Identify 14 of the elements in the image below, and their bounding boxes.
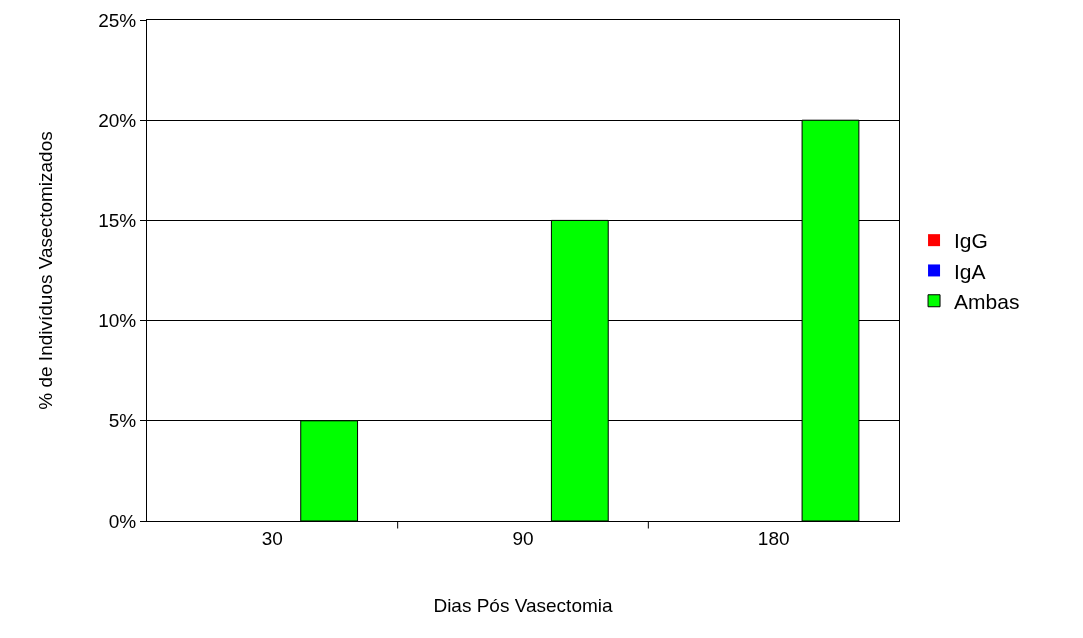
y-tick-label: 25%: [98, 9, 137, 31]
y-tick-label: 0%: [108, 510, 137, 532]
legend-label: IgA: [954, 259, 986, 283]
legend-label: IgG: [954, 229, 988, 253]
y-tick-label: 10%: [98, 310, 137, 332]
y-tick-label: 15%: [98, 210, 137, 232]
y-axis-title: % de Indivíduos Vasectomizados: [35, 131, 57, 410]
y-tick-label: 20%: [98, 109, 137, 131]
x-tick-label: 90: [512, 527, 534, 549]
y-tick-label: 5%: [108, 410, 137, 432]
x-axis-title: Dias Pós Vasectomia: [433, 594, 614, 616]
legend-label: Ambas: [954, 289, 1020, 313]
x-tick-label: 30: [261, 527, 283, 549]
x-tick-label: 180: [757, 527, 790, 549]
